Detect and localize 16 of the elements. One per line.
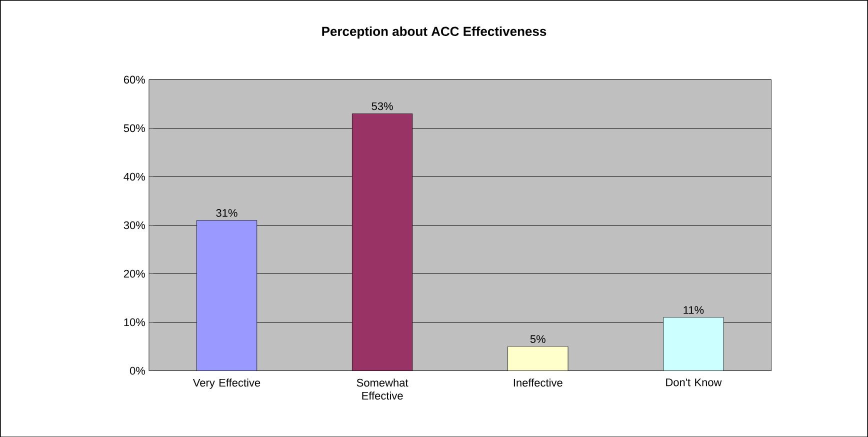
chart-title: Perception about ACC Effectiveness bbox=[322, 26, 546, 38]
data-label: 53% bbox=[372, 102, 393, 110]
x-tick-label: Somewhat Effective bbox=[356, 378, 408, 400]
y-tick-label: 40% bbox=[124, 172, 146, 180]
y-tick-label: 50% bbox=[124, 124, 146, 132]
data-label: 31% bbox=[216, 208, 238, 217]
x-tick-label: Ineffective bbox=[514, 378, 562, 386]
y-tick-label: 60% bbox=[124, 76, 146, 84]
y-tick-label: 10% bbox=[124, 318, 146, 326]
x-tick-label: Very Effective bbox=[192, 378, 260, 389]
y-tick-label: 30% bbox=[124, 221, 146, 229]
y-tick-label: 0% bbox=[130, 366, 146, 374]
x-tick-label: Don't Know bbox=[666, 378, 722, 386]
y-tick-label: 20% bbox=[124, 270, 146, 278]
data-label: 5% bbox=[530, 335, 546, 343]
data-label: 11% bbox=[684, 306, 704, 314]
